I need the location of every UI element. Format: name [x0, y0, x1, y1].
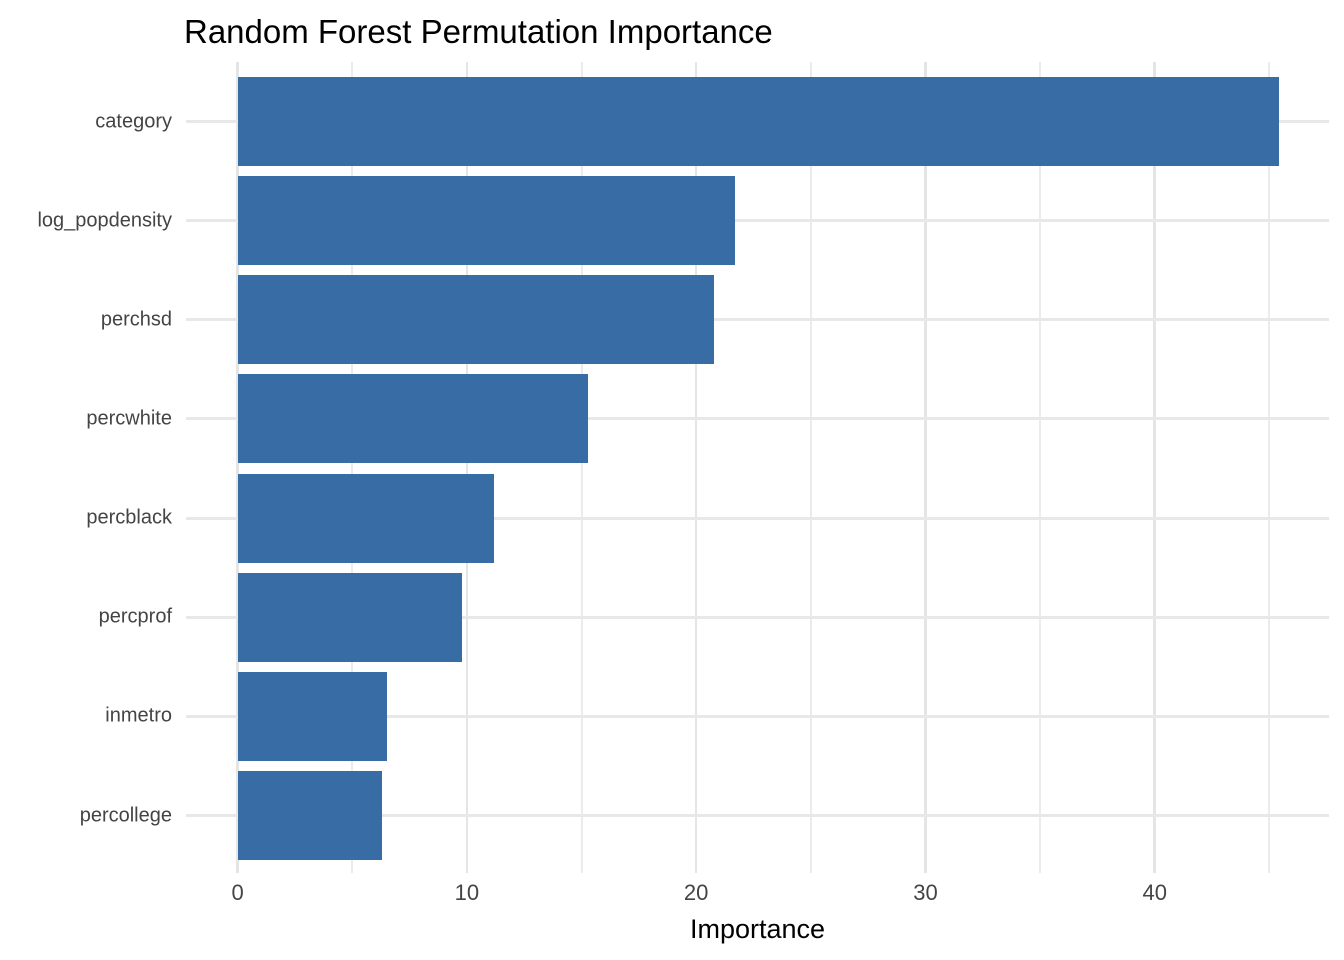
y-tick-label: log_popdensity: [37, 209, 172, 232]
x-axis-title: Importance: [689, 914, 826, 944]
h-gridline: [186, 516, 1329, 520]
y-tick-label: percprof: [98, 605, 172, 628]
plot-panel: [186, 62, 1329, 873]
h-gridline: [186, 814, 1329, 818]
x-tick-label: 0: [231, 880, 244, 905]
h-gridline: [186, 615, 1329, 619]
v-gridline-major: [465, 62, 469, 873]
y-tick-label: inmetro: [105, 704, 172, 727]
y-tick-label: perchsd: [100, 308, 172, 331]
h-gridline: [186, 417, 1329, 421]
v-gridline-major: [1153, 62, 1156, 873]
chart-title: Random Forest Permutation Importance: [184, 13, 773, 50]
v-gridline-minor: [580, 62, 583, 873]
x-tick-label: 20: [683, 880, 709, 905]
h-gridline: [186, 318, 1329, 322]
y-tick-label: percblack: [86, 506, 172, 529]
h-gridline: [186, 714, 1329, 718]
x-tick-label: 10: [454, 880, 480, 905]
bar-percprof: [237, 572, 463, 662]
bar-perchsd: [237, 275, 715, 365]
bar-percblack: [237, 473, 495, 563]
y-tick-label: category: [95, 110, 172, 132]
y-tick-label: percwhite: [86, 407, 172, 430]
bar-percwhite: [237, 374, 589, 464]
v-gridline-major: [236, 62, 239, 873]
x-tick-label: 30: [913, 880, 938, 905]
v-gridline-minor: [1039, 62, 1042, 873]
h-gridline: [186, 219, 1329, 223]
v-gridline-minor: [1268, 62, 1271, 873]
x-tick-label: 40: [1142, 880, 1167, 905]
bar-category: [237, 77, 1279, 166]
bar-inmetro: [237, 671, 387, 761]
v-gridline-minor: [809, 62, 812, 873]
v-gridline-minor: [351, 62, 354, 873]
bar-log_popdensity: [237, 176, 736, 266]
bar-percollege: [237, 771, 383, 861]
v-gridline-major: [924, 62, 927, 873]
y-tick-label: percollege: [79, 804, 172, 827]
v-gridline-major: [694, 62, 698, 873]
